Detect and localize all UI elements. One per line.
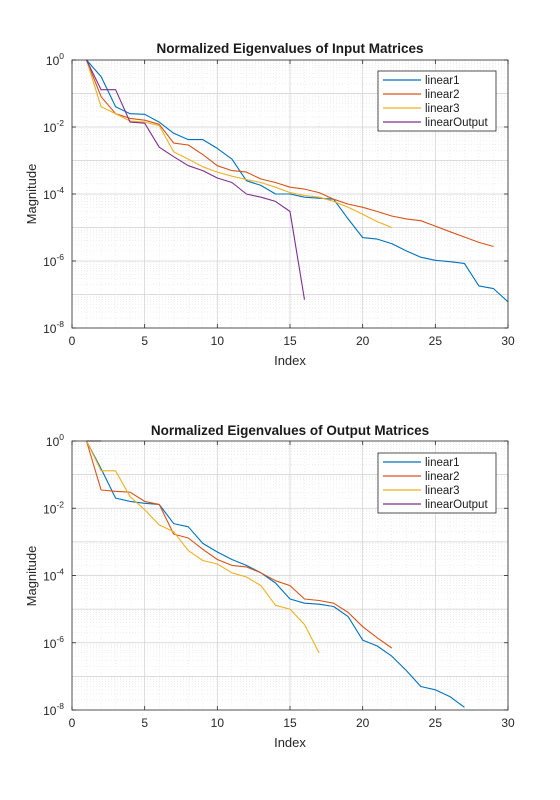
x-tick-label: 0 — [69, 716, 76, 730]
legend-label-linear3: linear3 — [425, 103, 460, 115]
chart-title: Normalized Eigenvalues of Input Matrices — [156, 41, 423, 56]
ticks: 0 5 10 15 20 25 30 100 10-2 10-4 10-6 10-8 — [43, 432, 515, 730]
legend-label-linearOutput: linearOutput — [425, 117, 488, 129]
x-tick-label: 15 — [283, 334, 297, 348]
x-axis-label: Index — [274, 353, 306, 368]
input-matrices-chart: 0 5 10 15 20 25 30 100 10-2 10-4 10-6 10-8 Normaliz… — [24, 41, 515, 368]
series-line-linear3 — [86, 440, 320, 654]
x-tick-label: 5 — [141, 334, 148, 348]
y-tick-label: 10-4 — [43, 185, 64, 202]
legend-label-linear1: linear1 — [425, 75, 460, 87]
legend-box — [377, 452, 497, 514]
x-tick-label: 20 — [356, 716, 370, 730]
legend-box — [377, 70, 497, 132]
y-tick-label: 10-2 — [43, 118, 64, 135]
x-tick-label: 20 — [356, 334, 370, 348]
series-line-linearOutput — [86, 59, 306, 300]
legend-label-linear2: linear2 — [425, 471, 460, 483]
series-line-linear1 — [86, 59, 509, 303]
y-tick-label: 10-8 — [43, 701, 64, 718]
series-line-linear2 — [85, 440, 393, 649]
series-line-linear1 — [86, 440, 465, 708]
y-tick-label: 10-8 — [43, 319, 64, 336]
legend-label-linearOutput: linearOutput — [425, 499, 488, 511]
y-tick-label: 10-6 — [43, 634, 64, 651]
series-line-linear2 — [85, 59, 494, 248]
y-tick-label: 10-2 — [43, 499, 64, 516]
series-lines — [85, 59, 509, 303]
legend-label-linear2: linear2 — [425, 89, 460, 101]
x-tick-label: 15 — [283, 716, 297, 730]
y-tick-label: 100 — [46, 432, 64, 449]
x-tick-label: 10 — [211, 716, 225, 730]
x-tick-label: 30 — [501, 334, 515, 348]
y-tick-label: 100 — [46, 51, 64, 68]
ticks: 0 5 10 15 20 25 30 100 10-2 10-4 10-6 10-8 — [43, 51, 515, 348]
y-axis-label: Magnitude — [24, 546, 39, 607]
x-tick-label: 25 — [429, 334, 443, 348]
chart-title: Normalized Eigenvalues of Output Matrice… — [151, 423, 429, 438]
legend: linear1 linear2 linear3 linearOutput — [377, 70, 497, 132]
y-axis-label: Magnitude — [24, 164, 39, 225]
output-matrices-chart: 0 5 10 15 20 25 30 100 10-2 10-4 10-6 10-8 Normaliz… — [24, 423, 515, 750]
series-line-linear3 — [85, 59, 392, 229]
legend-label-linear1: linear1 — [425, 457, 460, 469]
x-axis-label: Index — [274, 735, 306, 750]
x-tick-label: 0 — [69, 334, 76, 348]
y-tick-label: 10-4 — [43, 567, 64, 584]
x-tick-label: 10 — [211, 334, 225, 348]
x-tick-label: 25 — [429, 716, 443, 730]
y-tick-label: 10-6 — [43, 252, 64, 269]
x-tick-label: 5 — [141, 716, 148, 730]
legend: linear1 linear2 linear3 linearOutput — [377, 452, 497, 514]
legend-label-linear3: linear3 — [425, 485, 460, 497]
x-tick-label: 30 — [501, 716, 515, 730]
